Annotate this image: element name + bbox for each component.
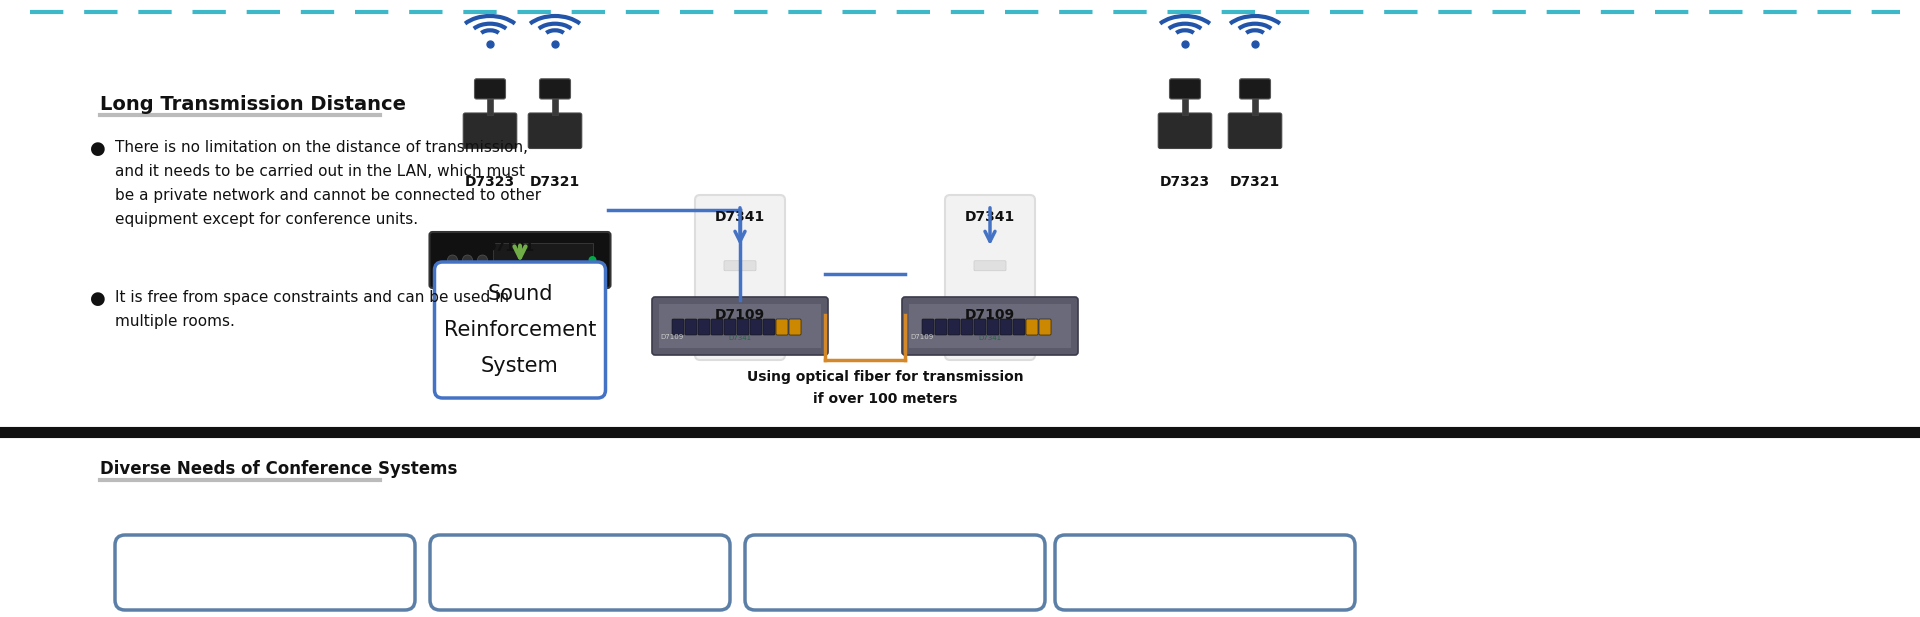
FancyBboxPatch shape xyxy=(695,195,785,360)
Text: D7341: D7341 xyxy=(979,334,1002,341)
FancyBboxPatch shape xyxy=(973,261,1006,271)
FancyBboxPatch shape xyxy=(724,319,735,335)
FancyBboxPatch shape xyxy=(714,328,764,348)
FancyBboxPatch shape xyxy=(528,113,582,149)
FancyBboxPatch shape xyxy=(935,319,947,335)
FancyBboxPatch shape xyxy=(1039,319,1050,335)
Circle shape xyxy=(478,255,488,265)
Text: ●: ● xyxy=(90,140,106,158)
Text: D7109: D7109 xyxy=(660,334,684,340)
FancyBboxPatch shape xyxy=(430,535,730,610)
FancyBboxPatch shape xyxy=(1229,113,1283,149)
FancyBboxPatch shape xyxy=(1240,79,1271,99)
FancyBboxPatch shape xyxy=(1000,319,1012,335)
FancyBboxPatch shape xyxy=(724,261,756,271)
FancyBboxPatch shape xyxy=(987,319,998,335)
FancyBboxPatch shape xyxy=(1158,113,1212,149)
FancyBboxPatch shape xyxy=(1014,319,1025,335)
FancyBboxPatch shape xyxy=(776,319,787,335)
Bar xyxy=(908,304,1071,348)
Text: D7109: D7109 xyxy=(966,308,1016,322)
Bar xyxy=(488,97,493,115)
FancyBboxPatch shape xyxy=(945,195,1035,360)
Text: Using optical fiber for transmission
if over 100 meters: Using optical fiber for transmission if … xyxy=(747,370,1023,406)
Bar xyxy=(1252,97,1258,115)
FancyBboxPatch shape xyxy=(463,113,516,149)
Text: D7321: D7321 xyxy=(1231,175,1281,189)
Text: D7321: D7321 xyxy=(530,175,580,189)
FancyBboxPatch shape xyxy=(789,319,801,335)
FancyBboxPatch shape xyxy=(699,319,710,335)
Text: Diverse Needs of Conference Systems: Diverse Needs of Conference Systems xyxy=(100,460,457,478)
Text: D7323: D7323 xyxy=(465,175,515,189)
Text: D7341: D7341 xyxy=(966,210,1016,224)
Bar xyxy=(659,304,822,348)
FancyBboxPatch shape xyxy=(1169,79,1200,99)
FancyBboxPatch shape xyxy=(762,319,776,335)
FancyBboxPatch shape xyxy=(115,535,415,610)
FancyBboxPatch shape xyxy=(962,319,973,335)
FancyBboxPatch shape xyxy=(948,319,960,335)
FancyBboxPatch shape xyxy=(737,319,749,335)
Text: It is free from space constraints and can be used in
multiple rooms.: It is free from space constraints and ca… xyxy=(115,290,509,329)
Text: D7341: D7341 xyxy=(714,210,766,224)
Text: ●: ● xyxy=(90,290,106,308)
FancyBboxPatch shape xyxy=(902,297,1077,355)
Circle shape xyxy=(463,255,472,265)
Text: D7109: D7109 xyxy=(910,334,933,340)
Text: D7101: D7101 xyxy=(486,240,536,254)
FancyBboxPatch shape xyxy=(973,319,987,335)
Bar xyxy=(493,243,593,277)
FancyBboxPatch shape xyxy=(751,319,762,335)
FancyBboxPatch shape xyxy=(474,79,505,99)
FancyBboxPatch shape xyxy=(434,262,605,398)
FancyBboxPatch shape xyxy=(1025,319,1039,335)
Text: D7341: D7341 xyxy=(728,334,751,341)
Text: There is no limitation on the distance of transmission,
and it needs to be carri: There is no limitation on the distance o… xyxy=(115,140,541,227)
FancyBboxPatch shape xyxy=(966,328,1016,348)
FancyBboxPatch shape xyxy=(672,319,684,335)
FancyBboxPatch shape xyxy=(685,319,697,335)
Bar xyxy=(553,97,557,115)
FancyBboxPatch shape xyxy=(1054,535,1356,610)
FancyBboxPatch shape xyxy=(710,319,724,335)
Circle shape xyxy=(589,256,597,264)
FancyBboxPatch shape xyxy=(653,297,828,355)
Text: D7323: D7323 xyxy=(1160,175,1210,189)
Text: Long Transmission Distance: Long Transmission Distance xyxy=(100,95,405,114)
FancyBboxPatch shape xyxy=(745,535,1044,610)
FancyBboxPatch shape xyxy=(922,319,933,335)
FancyBboxPatch shape xyxy=(430,232,611,288)
Bar xyxy=(1183,97,1188,115)
Circle shape xyxy=(447,255,457,265)
Text: D7109: D7109 xyxy=(714,308,764,322)
Text: Sound
Reinforcement
System: Sound Reinforcement System xyxy=(444,284,597,376)
FancyBboxPatch shape xyxy=(540,79,570,99)
